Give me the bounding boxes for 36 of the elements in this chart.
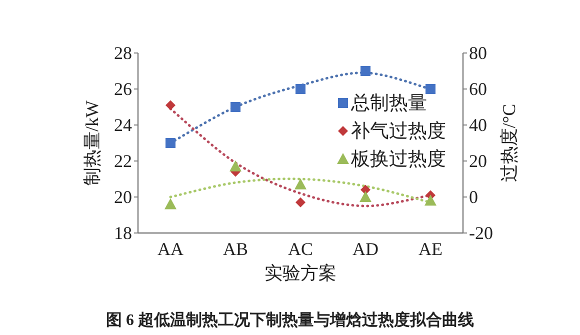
x-tick-label: AA: [158, 239, 184, 259]
point: [294, 178, 306, 190]
y-tick-label: 28: [114, 43, 132, 63]
y2-tick-label: -20: [469, 223, 493, 243]
x-tick-label: AC: [288, 239, 314, 259]
caption: 图 6 超低温制热工况下制热量与增焓过热度拟合曲线: [106, 310, 474, 329]
point: [230, 102, 240, 112]
y2-tick-label: 20: [469, 151, 487, 171]
y2-tick-label: 80: [469, 43, 487, 63]
y2-tick-label: 40: [469, 115, 487, 135]
legend-label: 总制热量: [350, 93, 427, 114]
y2-tick-label: 0: [469, 187, 478, 207]
point: [166, 138, 176, 148]
x-tick-label: AB: [222, 239, 248, 259]
point: [360, 66, 370, 76]
point: [166, 100, 176, 110]
point: [360, 191, 372, 202]
y-tick-label: 24: [114, 115, 132, 135]
point: [296, 197, 306, 208]
legend-label: 板换过热度: [350, 148, 446, 170]
x-tick-label: AD: [352, 239, 378, 259]
x-tick-label: AE: [418, 239, 442, 259]
y2-axis-title: 过热度/°C: [499, 104, 519, 182]
point: [424, 194, 436, 206]
y-tick-label: 26: [114, 79, 132, 99]
y-axis-title: 制热量/kW: [82, 100, 102, 186]
legend-label: 补气过热度: [351, 120, 446, 142]
point: [230, 160, 242, 172]
point: [426, 84, 436, 94]
point: [296, 84, 306, 94]
y-tick-label: 22: [114, 151, 132, 171]
y2-tick-label: 60: [469, 79, 487, 99]
point: [164, 198, 176, 210]
y-tick-label: 20: [114, 187, 132, 207]
x-axis-title: 实验方案: [264, 263, 336, 283]
y-tick-label: 18: [114, 223, 132, 243]
